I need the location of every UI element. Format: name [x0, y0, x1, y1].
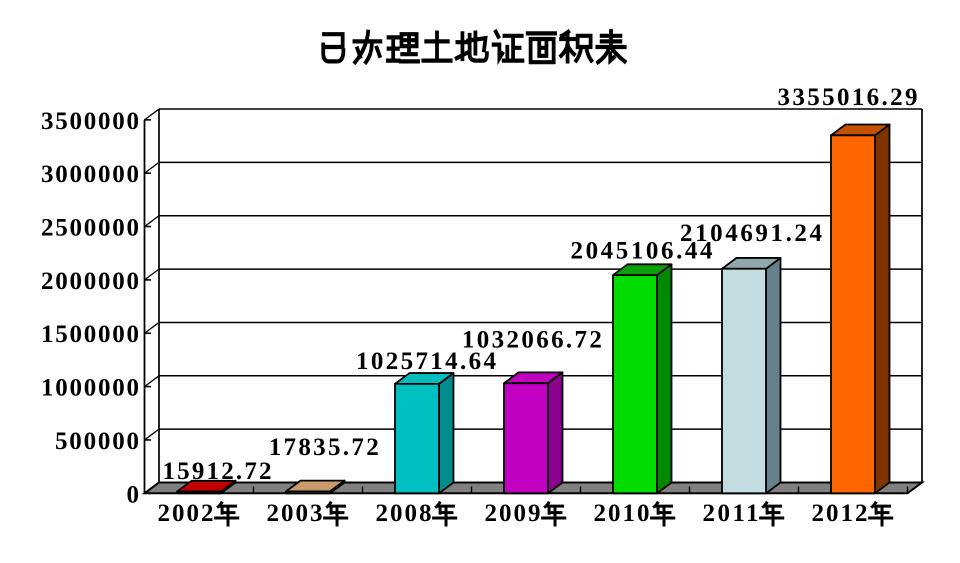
- svg-text:1000000: 1000000: [41, 375, 139, 402]
- svg-text:2000000: 2000000: [41, 268, 139, 295]
- svg-text:1025714.64: 1025714.64: [356, 348, 497, 375]
- svg-text:0: 0: [127, 481, 140, 508]
- svg-text:17835.72: 17835.72: [269, 434, 379, 461]
- svg-text:3000000: 3000000: [41, 161, 139, 188]
- svg-text:2045106.44: 2045106.44: [571, 237, 714, 264]
- svg-text:3355016.29: 3355016.29: [778, 84, 918, 111]
- svg-text:2104691.24: 2104691.24: [680, 220, 823, 247]
- svg-text:15912.72: 15912.72: [163, 458, 272, 485]
- svg-text:3500000: 3500000: [41, 108, 139, 135]
- svg-text:1500000: 1500000: [41, 321, 139, 348]
- svg-text:1032066.72: 1032066.72: [462, 327, 602, 354]
- svg-text:2500000: 2500000: [41, 215, 139, 242]
